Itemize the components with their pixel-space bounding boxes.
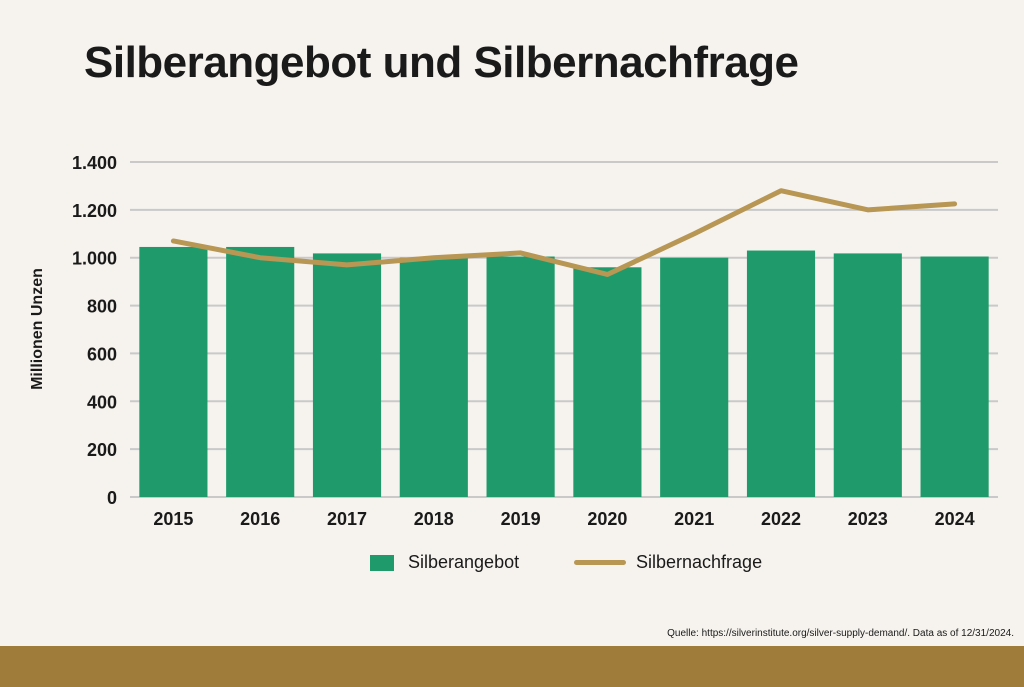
y-tick-label: 200 — [87, 440, 117, 460]
supply-bar — [746, 250, 816, 497]
x-tick-label: 2021 — [674, 509, 714, 529]
supply-bar — [833, 253, 902, 497]
legend-item-demand: Silbernachfrage — [574, 552, 762, 573]
x-tick-label: 2024 — [935, 509, 975, 529]
supply-bar — [312, 253, 382, 497]
x-tick-label: 2022 — [761, 509, 801, 529]
supply-bars — [139, 246, 989, 497]
x-tick-label: 2017 — [327, 509, 367, 529]
y-tick-label: 0 — [107, 488, 117, 508]
x-tick-label: 2020 — [587, 509, 627, 529]
legend-swatch-demand — [574, 560, 626, 565]
supply-bar — [660, 257, 729, 497]
legend: Silberangebot Silbernachfrage — [0, 550, 1024, 580]
y-tick-label: 400 — [87, 392, 117, 412]
supply-bar — [920, 256, 989, 497]
x-tick-label: 2015 — [153, 509, 193, 529]
y-tick-label: 800 — [87, 297, 117, 317]
legend-label-demand: Silbernachfrage — [636, 552, 763, 572]
supply-bar — [486, 256, 555, 497]
y-axis-label: Millionen Unzen — [29, 268, 46, 390]
supply-bar — [399, 257, 468, 497]
x-tick-label: 2023 — [848, 509, 888, 529]
supply-bar — [573, 267, 642, 497]
demand-line-layer — [170, 188, 958, 277]
x-tick-label: 2018 — [414, 509, 454, 529]
x-tick-label: 2016 — [240, 509, 280, 529]
x-tick-label: 2019 — [501, 509, 541, 529]
chart-title: Silberangebot und Silbernachfrage — [84, 38, 799, 87]
y-tick-label: 1.200 — [72, 201, 117, 221]
y-tick-label: 1.000 — [72, 249, 117, 269]
y-tick-label: 1.400 — [72, 153, 117, 173]
footer-bar — [0, 646, 1024, 687]
y-tick-labels: 0 200 400 600 800 1.000 1.200 1.400 — [72, 153, 117, 508]
demand-line — [170, 188, 958, 277]
legend-swatch-supply — [370, 554, 394, 571]
supply-bar — [139, 246, 208, 497]
supply-bar — [226, 246, 295, 497]
x-tick-labels: 2015 2016 2017 2018 2019 2020 2021 2022 2023 2024 — [153, 509, 974, 529]
legend-item-supply: Silberangebot — [370, 552, 519, 573]
legend-label-supply: Silberangebot — [408, 552, 520, 572]
y-tick-label: 600 — [87, 344, 117, 364]
source-note: Quelle: https://silverinstitute.org/silv… — [667, 628, 1014, 639]
